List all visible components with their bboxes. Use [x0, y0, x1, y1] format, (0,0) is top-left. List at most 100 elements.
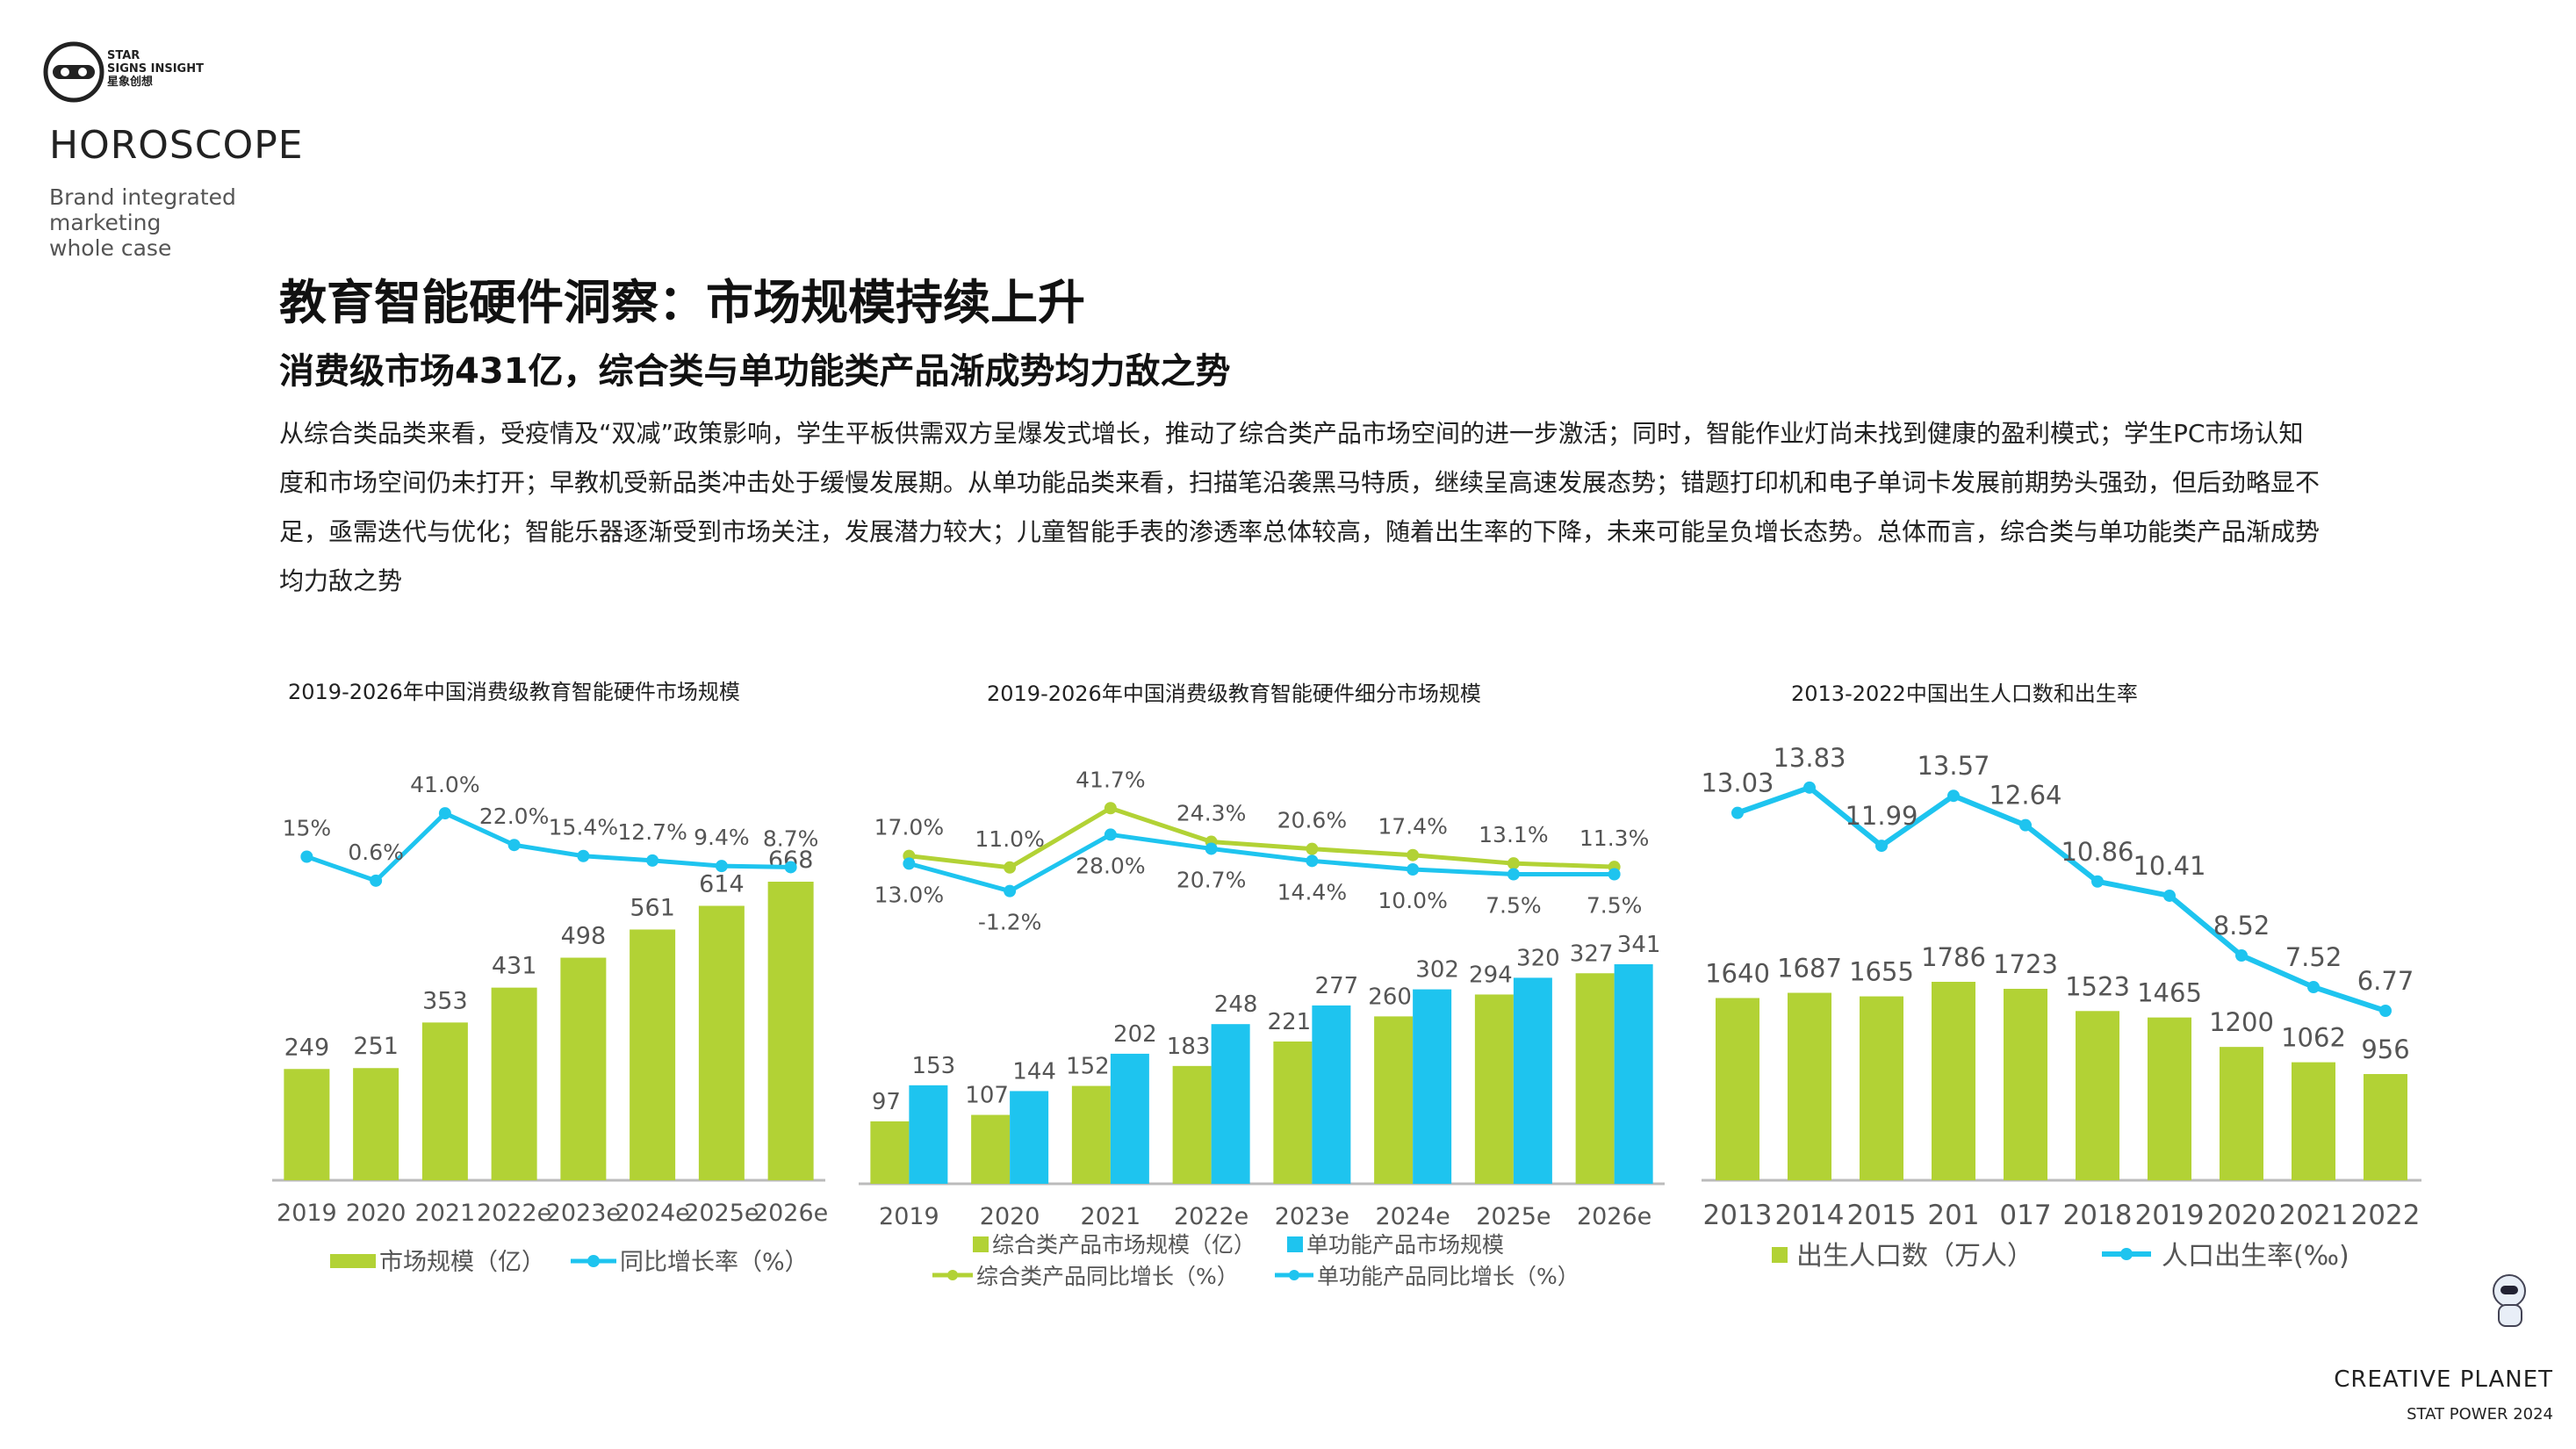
chart2-composite-growth-line [909, 805, 1615, 870]
chart1-growth-label-2019: 15% [283, 816, 332, 841]
chart1-bar-2022e [491, 987, 537, 1180]
chart3-birth-rate-point-017 [2019, 818, 2032, 832]
chart2-bar-single-label-2025e: 320 [1516, 945, 1560, 971]
chart2-single-label-2022e: 20.7% [1176, 867, 1246, 892]
chart3-tick-201: 201 [1927, 1200, 1979, 1231]
chart1-bar-2019 [284, 1069, 330, 1180]
chart2-composite-label-2023e: 20.6% [1277, 808, 1347, 833]
footer-brand: CREATIVE PLANET [2334, 1366, 2553, 1393]
chart2-single-point-2022e [1205, 842, 1218, 855]
chart1-tick-2024e: 2024e [615, 1200, 689, 1227]
chart1-growth-label-2020: 0.6% [348, 840, 404, 865]
chart3-bar-label-2020: 1200 [2209, 1007, 2274, 1037]
chart3-tick-2015: 2015 [1847, 1200, 1917, 1231]
chart1-growth-point-2019 [300, 850, 313, 863]
chart2-tick-2025e: 2025e [1476, 1203, 1551, 1230]
chart1-growth-point-2024e [646, 854, 659, 867]
chart2-tick-2022e: 2022e [1174, 1203, 1248, 1230]
chart2-single-label-2025e: 7.5% [1486, 893, 1542, 919]
chart2-tick-2026e: 2026e [1577, 1203, 1651, 1230]
brand-logo-line2: SIGNS INSIGHT [107, 62, 204, 76]
chart1-title: 2019-2026年中国消费级教育智能硬件市场规模 [288, 680, 740, 704]
chart1-bar-2026e [767, 882, 814, 1180]
chart3-bar-2022 [2364, 1074, 2407, 1180]
brand-logo-line1: STAR [107, 49, 140, 62]
chart2-bar-single-2023e [1312, 1005, 1351, 1184]
chart2-bar-single-2026e [1614, 964, 1653, 1184]
chart3-birth-rate-label-2019: 10.41 [2133, 851, 2205, 881]
chart3-birth-rate-label-2013: 13.03 [1701, 768, 1774, 798]
chart2-composite-label-2021: 41.7% [1076, 767, 1145, 792]
chart3-bar-2014 [1788, 992, 1831, 1180]
chart3-tick-2021: 2021 [2279, 1200, 2349, 1231]
chart3-birth-rate-label-2018: 10.86 [2061, 837, 2133, 867]
chart3-birth-rate-point-2014 [1803, 781, 1816, 794]
chart2-title: 2019-2026年中国消费级教育智能硬件细分市场规模 [987, 681, 1481, 706]
chart2-single-label-2024e: 10.0% [1378, 888, 1447, 913]
page-title: 教育智能硬件洞察：市场规模持续上升 [279, 275, 1085, 330]
chart3-birth-rate-point-2019 [2163, 889, 2176, 902]
chart1-growth-point-2025e [715, 860, 728, 873]
chart3-bar-label-2018: 1523 [2065, 971, 2130, 1001]
chart1-legend-line-label: 同比增长率（%） [620, 1249, 809, 1276]
chart3-bar-201 [1932, 982, 1975, 1180]
brand-tag-line2: marketing [49, 210, 162, 235]
chart3-bar-label-2013: 1640 [1705, 958, 1770, 988]
chart2-bar-single-2021 [1110, 1053, 1149, 1184]
chart2-bar-single-label-2019: 153 [912, 1053, 956, 1079]
chart3-birth-rate-label-2014: 13.83 [1773, 743, 1846, 773]
chart2-bar-single-label-2024e: 302 [1415, 957, 1459, 984]
chart1-growth-point-2026e [784, 861, 797, 874]
chart2-bar-single-label-2023e: 277 [1315, 973, 1359, 999]
chart1-tick-2021: 2021 [415, 1200, 476, 1227]
chart3-bar-label-017: 1723 [1993, 949, 2058, 979]
chart2-single-point-2020 [1004, 884, 1017, 898]
chart2-tick-2019: 2019 [879, 1203, 939, 1230]
brand-logo-line3: 星象创想 [107, 76, 154, 89]
chart1-growth-line [306, 811, 791, 883]
chart3-bar-2013 [1716, 998, 1759, 1180]
chart2-tick-2021: 2021 [1081, 1203, 1141, 1230]
brand-title: HOROSCOPE [49, 123, 304, 168]
chart2-composite-label-2019: 17.0% [874, 815, 944, 840]
chart3-legend-bar-label: 出生人口数（万人） [1796, 1241, 2033, 1272]
footer-subtitle: STAT POWER 2024 [2407, 1405, 2553, 1424]
chart2-single-point-2025e [1507, 868, 1520, 881]
chart2-single-growth-line [908, 832, 1615, 894]
chart2-bar-composite-label-2022e: 183 [1167, 1034, 1211, 1060]
chart2-legend-single-bar-swatch [1287, 1236, 1303, 1252]
brand-tagline: Brand integrated marketing whole case [49, 184, 277, 261]
chart3-legend-bar-swatch [1772, 1247, 1788, 1263]
chart2-composite-point-2023e [1306, 842, 1319, 855]
chart3-birth-rate-label-2022: 6.77 [2357, 966, 2414, 996]
chart2-single-label-2021: 28.0% [1076, 853, 1145, 878]
chart2-bar-composite-label-2025e: 294 [1469, 962, 1513, 988]
chart3-birth-rate-point-2022 [2379, 1005, 2392, 1017]
chart1-tick-2022e: 2022e [477, 1200, 551, 1227]
chart3-bar-label-2014: 1687 [1777, 954, 1842, 984]
chart3-birth-rate-label-201: 13.57 [1917, 751, 1990, 781]
chart1-bar-label-2022e: 431 [492, 953, 537, 980]
chart3-tick-2018: 2018 [2063, 1200, 2133, 1231]
chart2-composite-point-2020 [1004, 861, 1017, 874]
chart2-bar-single-2025e [1513, 977, 1552, 1184]
chart2-bar-single-label-2022e: 248 [1214, 991, 1258, 1018]
chart1-growth-label-2025e: 9.4% [694, 825, 750, 850]
chart3-birth-rate-point-2018 [2091, 875, 2104, 888]
chart3-legend-line-marker [2120, 1248, 2133, 1260]
chart3-birth-rate-label-2021: 7.52 [2285, 942, 2342, 972]
chart1-tick-2025e: 2025e [684, 1200, 759, 1227]
chart2-tick-2020: 2020 [980, 1203, 1040, 1230]
chart3-birth-rate-point-2013 [1731, 806, 1744, 819]
chart2-bar-composite-2025e [1474, 994, 1514, 1184]
chart3-tick-2022: 2022 [2351, 1200, 2421, 1231]
chart2-single-point-2023e [1306, 854, 1319, 868]
brand-logo [43, 41, 104, 103]
chart2-single-point-2024e [1407, 863, 1420, 876]
chart1-bar-2021 [421, 1022, 468, 1180]
chart2-bar-composite-2022e [1172, 1065, 1212, 1184]
chart3-bar-label-201: 1786 [1921, 942, 1986, 972]
chart1-bar-label-2023e: 498 [561, 923, 607, 950]
brand-logo-text: STAR SIGNS INSIGHT 星象创想 [107, 49, 204, 89]
